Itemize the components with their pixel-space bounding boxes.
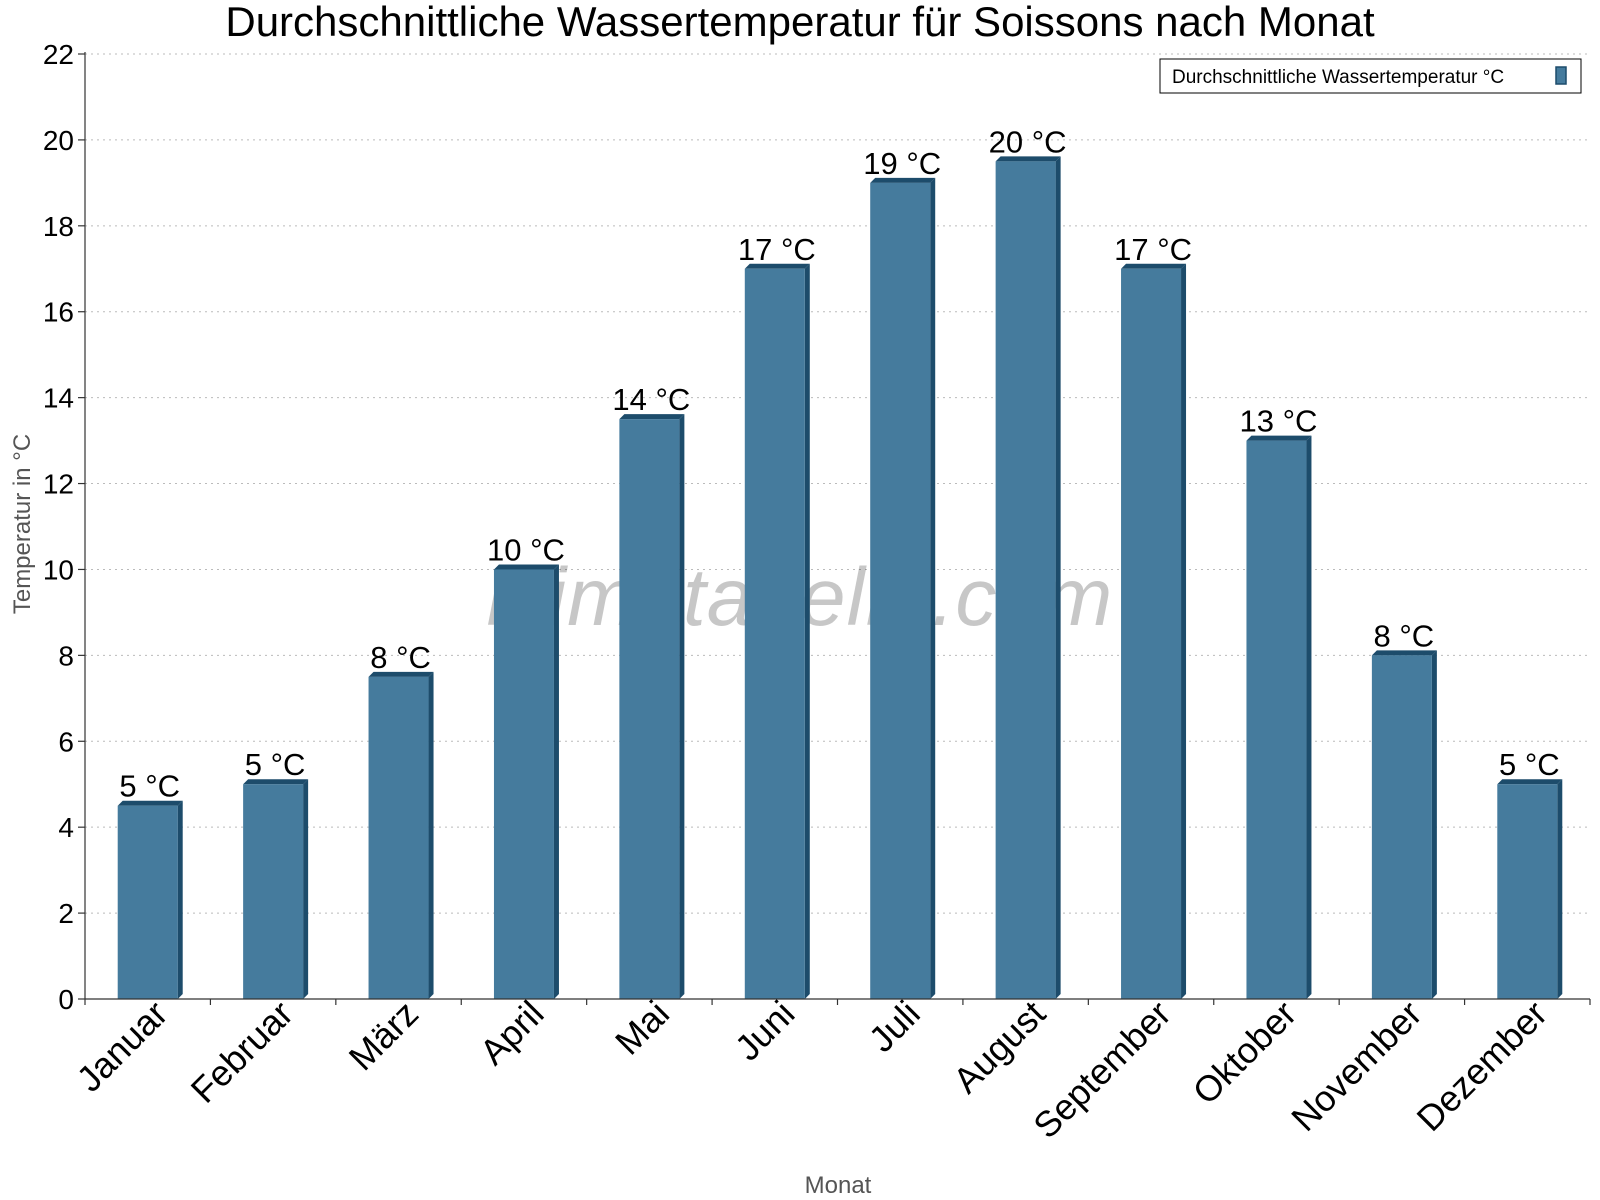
gridlines	[85, 53, 1590, 914]
x-tick-label: November	[1283, 993, 1429, 1139]
data-label: 13 °C	[1240, 404, 1318, 439]
bar-top	[1121, 263, 1187, 269]
x-tick-label: Januar	[69, 993, 176, 1100]
bar-top	[368, 671, 434, 677]
y-tick-label: 18	[43, 211, 74, 242]
bar-face	[619, 419, 680, 999]
y-tick-label: 12	[43, 469, 74, 500]
bar	[1497, 779, 1563, 999]
bar-top	[493, 564, 559, 570]
data-label: 8 °C	[370, 640, 431, 675]
bar-face	[368, 676, 429, 999]
y-tick-label: 6	[58, 726, 74, 757]
x-tick-label: Oktober	[1185, 993, 1305, 1113]
bar-face	[995, 161, 1056, 1000]
legend-box	[1159, 58, 1582, 94]
x-tick-label: Juli	[861, 993, 928, 1060]
y-tick-label: 0	[58, 984, 74, 1015]
bar-side	[553, 564, 559, 999]
axes	[84, 52, 1591, 1005]
y-tick-label: 8	[58, 640, 74, 671]
bar-side	[679, 414, 685, 999]
x-tick-label: Februar	[183, 993, 301, 1111]
bars	[117, 156, 1563, 1000]
x-tick-labels: Januar Februar März April Mai Juni Juli AugustS…	[69, 993, 1555, 1147]
x-tick-label: Mai	[607, 993, 677, 1063]
y-tick-label: 20	[43, 125, 74, 156]
bar-face	[870, 182, 931, 999]
data-label: 5 °C	[119, 769, 180, 804]
bar-top	[870, 177, 936, 183]
data-label: 17 °C	[738, 232, 816, 267]
x-tick-label: März	[341, 993, 427, 1079]
data-label: 5 °C	[1499, 747, 1560, 782]
bar	[1371, 650, 1437, 999]
bar-face	[1246, 440, 1307, 999]
data-label: 20 °C	[989, 124, 1067, 159]
x-tick-label: September	[1025, 993, 1179, 1147]
data-label: 5 °C	[245, 747, 306, 782]
bar-top	[117, 800, 183, 806]
bar-face	[117, 805, 178, 999]
bar	[870, 177, 936, 999]
bar-face	[243, 784, 304, 999]
x-axis-label: Monat	[805, 1172, 872, 1199]
legend-swatch	[1555, 66, 1567, 85]
bar-side	[1431, 650, 1437, 999]
bar-side	[1181, 263, 1187, 1000]
bar-side	[930, 177, 936, 999]
bar-face	[1371, 655, 1432, 999]
bar-face	[1121, 268, 1182, 1000]
data-label: 10 °C	[487, 532, 565, 567]
bar	[1246, 435, 1312, 999]
y-tick-labels: 0 2 4 6 8 10 12 14 16 18 20 22	[43, 39, 85, 1015]
data-label: 14 °C	[612, 382, 690, 417]
bar-top	[1371, 650, 1437, 656]
y-axis-label: Temperatur in °C	[9, 434, 36, 614]
bar-side	[428, 671, 434, 999]
bar-side	[804, 263, 810, 1000]
legend-entry-label: Durchschnittliche Wassertemperatur °C	[1172, 67, 1504, 88]
x-tick-label: Juni	[727, 993, 803, 1069]
data-label: 8 °C	[1374, 618, 1435, 653]
bar-side	[1557, 779, 1563, 999]
bar	[493, 564, 559, 999]
bar-top	[1246, 435, 1312, 441]
data-labels: 5 °C 5 °C 8 °C 10 °C 14 °C 17 °C 19 °C 20 °C 17 …	[119, 124, 1559, 803]
bar-face	[1497, 784, 1558, 999]
bar-side	[303, 779, 309, 999]
chart-title: Durchschnittliche Wassertemperatur für S…	[225, 0, 1375, 45]
x-tick-label: Dezember	[1409, 993, 1555, 1139]
bar-face	[493, 569, 554, 999]
bar-top	[1497, 779, 1563, 785]
y-tick-label: 22	[43, 39, 74, 70]
bar-side	[177, 800, 183, 999]
bar-side	[1306, 435, 1312, 999]
data-label: 19 °C	[863, 146, 941, 181]
y-tick-label: 2	[58, 898, 74, 929]
bar-top	[744, 263, 810, 269]
bar-top	[243, 779, 309, 785]
bar	[117, 800, 183, 999]
bar	[1121, 263, 1187, 1000]
y-tick-label: 4	[58, 812, 74, 843]
legend: Durchschnittliche Wassertemperatur °C	[1159, 58, 1582, 94]
bar	[619, 414, 685, 999]
bar-face	[744, 268, 805, 1000]
y-tick-label: 14	[43, 383, 74, 414]
x-tick-label: April	[472, 993, 552, 1073]
x-tick-label: August	[945, 993, 1053, 1101]
bar	[995, 156, 1061, 1000]
bar	[368, 671, 434, 999]
bar	[744, 263, 810, 1000]
data-label: 17 °C	[1114, 232, 1192, 267]
bar-side	[1055, 156, 1061, 1000]
bar-top	[619, 414, 685, 420]
y-tick-label: 10	[43, 554, 74, 585]
y-tick-label: 16	[43, 297, 74, 328]
bar-top	[995, 156, 1061, 162]
bar	[243, 779, 309, 999]
